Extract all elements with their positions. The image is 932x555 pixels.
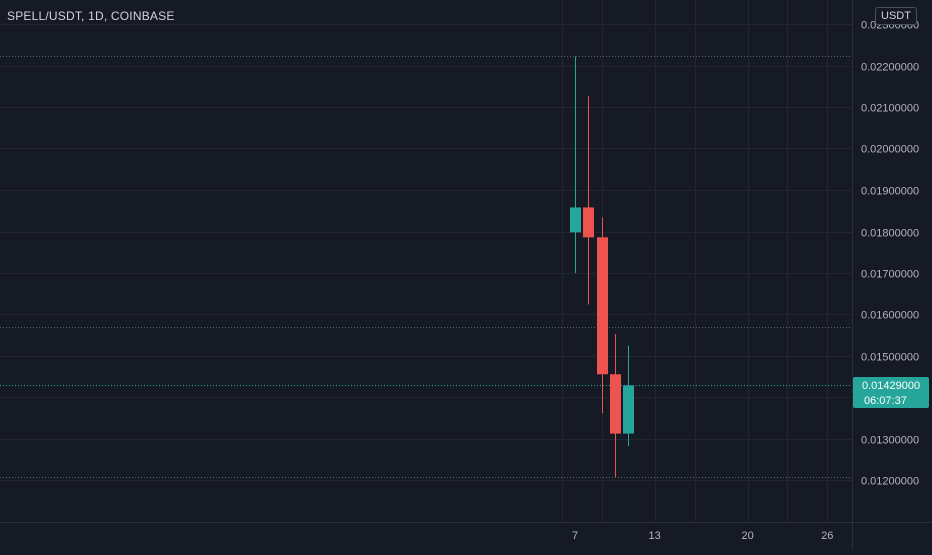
y-tick-label: 0.02100000: [861, 103, 919, 115]
candle-body: [570, 207, 581, 233]
y-tick-label: 0.01300000: [861, 435, 919, 447]
y-tick-label: 0.01700000: [861, 269, 919, 281]
y-tick-label: 0.01800000: [861, 228, 919, 240]
y-tick-label: 0.01200000: [861, 476, 919, 488]
y-tick-label: 0.02200000: [861, 62, 919, 74]
candle-body: [610, 374, 621, 434]
y-tick-label: 0.01900000: [861, 186, 919, 198]
current-price-label: [853, 377, 929, 408]
current-price-value: 0.01429000: [862, 380, 920, 392]
chart-title: SPELL/USDT, 1D, COINBASE: [7, 9, 175, 23]
y-tick-label: 0.02000000: [861, 144, 919, 156]
x-tick-label: 7: [572, 530, 578, 542]
price-axis: [852, 0, 932, 550]
candle-body: [583, 207, 594, 238]
candle-body: [623, 385, 634, 434]
candle-countdown: 06:07:37: [864, 395, 907, 407]
candle-body: [597, 237, 608, 375]
y-tick-label: 0.01500000: [861, 352, 919, 364]
y-tick-label: 0.01600000: [861, 310, 919, 322]
x-tick-label: 13: [649, 530, 661, 542]
x-tick-label: 26: [821, 530, 833, 542]
x-tick-label: 20: [742, 530, 754, 542]
currency-badge[interactable]: USDT: [875, 7, 917, 25]
